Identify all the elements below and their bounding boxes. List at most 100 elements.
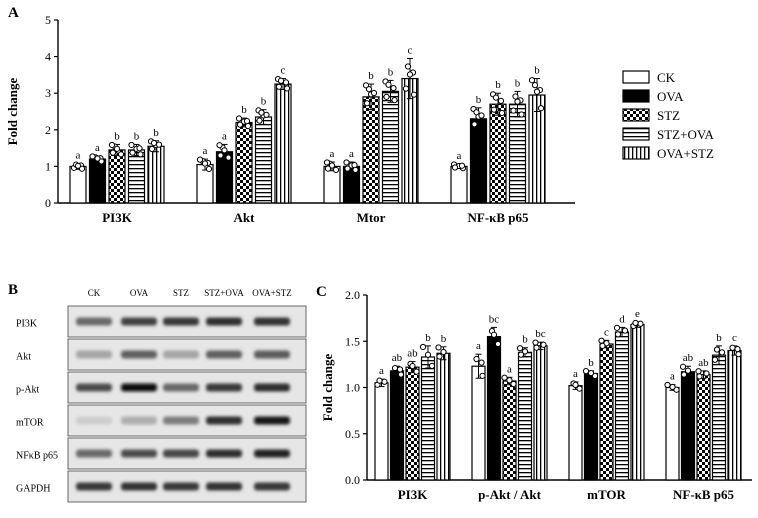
blot-band (206, 350, 242, 359)
data-point (428, 362, 436, 369)
data-point (703, 370, 710, 377)
data-point (236, 121, 244, 128)
bar (727, 349, 742, 481)
panel-label-b: B (8, 282, 18, 298)
data-point (696, 373, 703, 380)
blot-row-label: PI3K (16, 319, 38, 330)
bar (517, 351, 533, 481)
data-point (471, 121, 478, 128)
data-point (409, 362, 416, 370)
data-point (517, 351, 525, 358)
data-point (201, 160, 209, 167)
significance-letter: a (330, 148, 335, 160)
data-point (263, 111, 270, 118)
legend-swatch (622, 108, 650, 122)
category-label: p-Akt / Akt (478, 487, 542, 502)
y-tick-label: 0 (45, 196, 51, 210)
significance-letter: c (732, 332, 737, 344)
data-point (363, 100, 371, 107)
data-point (711, 356, 719, 363)
significance-letter: ab (698, 357, 709, 369)
y-tick-label: 1.5 (345, 334, 360, 348)
data-point (587, 369, 595, 377)
significance-letter: bc (535, 328, 546, 340)
bar (420, 356, 436, 481)
data-point (217, 152, 224, 159)
significance-letter: b (388, 66, 394, 78)
data-point (332, 166, 340, 174)
bar (108, 149, 126, 204)
bar (450, 165, 468, 204)
blot-band (121, 350, 157, 359)
data-point (205, 165, 213, 173)
chart-a: 0 1 2 3 4 5 Fold change a a b b b PI3K a a b b c Akt a a b b c M… (5, 13, 575, 225)
data-point (680, 371, 688, 378)
significance-letter: ab (683, 352, 694, 364)
data-point (370, 89, 378, 97)
data-point (410, 91, 418, 98)
data-point (478, 112, 485, 119)
data-point (419, 343, 427, 351)
data-point (344, 165, 351, 172)
data-point (406, 71, 414, 78)
data-point (532, 339, 539, 346)
blot-band (254, 416, 290, 425)
data-point (531, 82, 539, 89)
significance-letter: b (534, 65, 540, 77)
y-tick-label: 2.0 (345, 288, 360, 302)
bar (362, 96, 380, 204)
y-tick-label: 4 (45, 50, 51, 64)
data-point (283, 85, 291, 92)
data-point (436, 353, 443, 360)
significance-letter: b (522, 334, 528, 346)
category-label: PI3K (398, 487, 429, 502)
significance-letter: a (573, 368, 578, 380)
data-point (74, 162, 82, 169)
blot-band (76, 383, 112, 392)
data-point (679, 363, 687, 370)
significance-letter: b (241, 104, 247, 116)
data-point (225, 154, 232, 161)
y-tick-label: 0.5 (345, 427, 360, 441)
blot-band (163, 317, 199, 326)
data-point (512, 93, 519, 100)
data-point (275, 83, 283, 90)
significance-letter: a (95, 142, 100, 154)
data-point (328, 162, 336, 169)
blot-band (206, 416, 242, 425)
legend-swatch (622, 89, 650, 103)
data-point (510, 107, 517, 114)
bar (711, 354, 727, 481)
category-label: NF-κB p65 (467, 210, 529, 225)
blot-band (76, 350, 112, 359)
data-point (490, 331, 498, 338)
data-point (282, 79, 290, 86)
blot-band (206, 383, 242, 392)
data-point (516, 345, 524, 352)
legend-label: STZ+OVA (657, 127, 715, 142)
data-point (521, 348, 529, 355)
data-point (479, 372, 486, 379)
data-point (518, 111, 525, 118)
blot-band (76, 482, 112, 491)
data-point (351, 161, 358, 169)
data-point (196, 156, 204, 163)
significance-letter: c (604, 326, 609, 338)
blot-band (163, 449, 199, 458)
data-point (383, 93, 390, 100)
blot-band (163, 416, 199, 425)
significance-letter: a (379, 365, 384, 377)
data-point (258, 109, 265, 116)
legend-swatch (622, 146, 650, 160)
significance-letter: a (222, 130, 227, 142)
y-tick-label: 1.0 (345, 381, 360, 395)
significance-letter: a (476, 340, 481, 352)
significance-letter: b (588, 357, 594, 369)
blot-lane-label: STZ (173, 288, 189, 298)
data-point (713, 346, 721, 353)
data-point (137, 151, 144, 158)
blot-band (76, 416, 112, 425)
bar (469, 118, 488, 204)
bar (254, 116, 273, 204)
y-tick-label: 2 (45, 123, 51, 137)
